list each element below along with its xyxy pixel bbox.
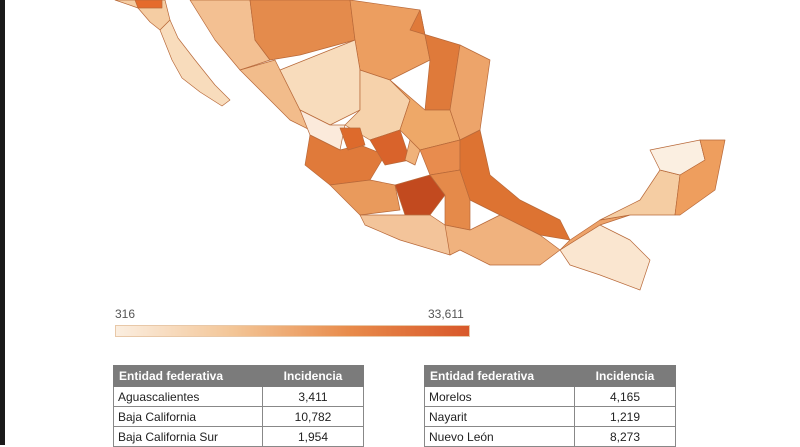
state [559, 224, 651, 291]
state [674, 139, 726, 216]
table-cell: 4,165 [574, 386, 676, 407]
table-cell: Morelos [424, 386, 575, 407]
state [329, 179, 401, 216]
table-row: Aguascalientes 3,411 [113, 386, 364, 407]
header-cell: Incidencia [574, 365, 676, 387]
legend-max: 33,611 [428, 307, 464, 321]
data-table: Entidad federativa Incidencia Morelos 4,165… [424, 365, 676, 447]
table-cell: Nuevo León [424, 426, 575, 447]
legend-gradient [115, 325, 470, 337]
table-cell: 3,411 [262, 386, 364, 407]
table-row: Nuevo León 8,273 [424, 426, 676, 447]
header-cell: Incidencia [262, 365, 364, 387]
mexico-map [114, 0, 726, 291]
state [159, 19, 231, 107]
header-cell: Entidad federativa [113, 365, 263, 387]
table-cell: Baja California [113, 406, 263, 427]
header-cell: Entidad federativa [424, 365, 575, 387]
header-row: Entidad federativa Incidencia [113, 365, 364, 387]
table-cell: 8,273 [574, 426, 676, 447]
table-cell: 10,782 [262, 406, 364, 427]
state [444, 214, 561, 266]
state [249, 0, 356, 61]
state [599, 169, 681, 221]
state [349, 0, 431, 81]
table-row: Nayarit 1,219 [424, 406, 676, 427]
table-cell: Aguascalientes [113, 386, 263, 407]
data-table: Entidad federativa Incidencia Aguascalient… [113, 365, 364, 447]
state [394, 174, 446, 216]
table-row: Baja California Sur 1,954 [113, 426, 364, 447]
header-row: Entidad federativa Incidencia [424, 365, 676, 387]
window-edge [0, 0, 5, 445]
state [134, 0, 163, 9]
table-row: Morelos 4,165 [424, 386, 676, 407]
state [304, 134, 386, 186]
state [339, 127, 366, 151]
table-row: Baja California 10,782 [113, 406, 364, 427]
state [404, 139, 421, 166]
table-cell: 1,954 [262, 426, 364, 447]
state [559, 214, 631, 251]
table-cell: 1,219 [574, 406, 676, 427]
table-cell: Baja California Sur [113, 426, 263, 447]
table-cell: Nayarit [424, 406, 575, 427]
state [299, 109, 346, 151]
legend-min: 316 [115, 307, 136, 321]
